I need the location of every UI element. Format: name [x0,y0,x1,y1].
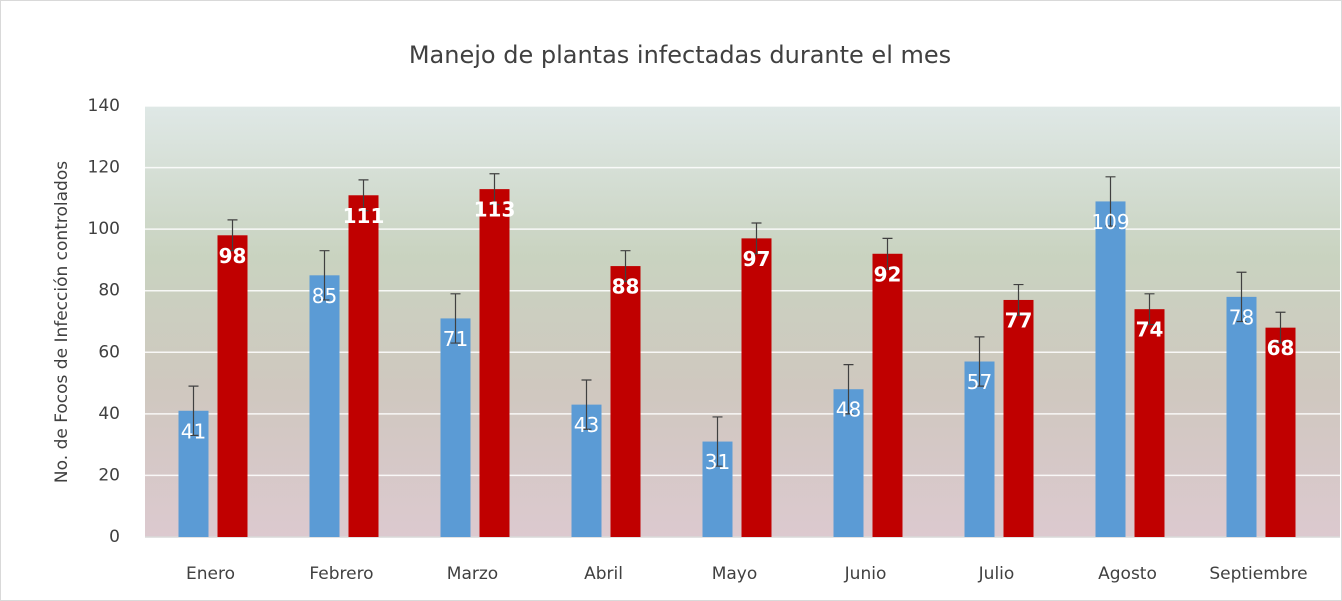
bar [309,275,340,537]
y-tick-label: 140 [88,96,120,116]
data-label: 92 [874,262,902,286]
x-tick-label: Enero [186,564,235,584]
bar [1134,309,1165,537]
y-tick-label: 20 [98,465,120,485]
data-label: 113 [474,198,516,222]
bar [1095,201,1126,537]
x-tick-label: Febrero [309,564,373,584]
bar [1226,296,1257,537]
error-bar [319,250,330,301]
error-bar [1275,311,1286,344]
error-bar [751,222,762,255]
error-bar [450,293,461,344]
y-tick-label: 60 [98,342,120,362]
bar [741,238,772,537]
x-tick-label: Marzo [447,564,498,584]
error-bar [358,179,369,212]
data-label: 57 [967,370,992,394]
bar [964,361,995,537]
x-tick-label: Junio [844,564,887,584]
bar [440,318,471,537]
bar [217,235,248,538]
data-label: 111 [343,204,385,228]
error-bar [188,385,199,437]
error-bar [227,219,238,252]
bar [610,266,641,537]
x-tick-label: Julio [978,564,1015,584]
y-tick-label: 120 [88,158,120,178]
bar [872,253,903,537]
data-label: 88 [612,275,640,299]
bar [1265,327,1296,537]
y-tick-label: 0 [109,527,120,547]
error-bar [843,364,854,415]
error-bar [1236,271,1247,323]
x-tick-label: Septiembre [1209,564,1307,584]
bar [1003,299,1034,537]
y-axis-label: No. de Focos de Infección controlados [52,161,72,483]
data-label: 85 [312,284,337,308]
data-label: 48 [836,398,861,422]
data-label: 78 [1229,305,1254,329]
error-bar [1105,176,1116,227]
chart-title: Manejo de plantas infectadas durante el … [409,41,951,69]
x-tick-label: Abril [584,564,623,584]
bar [479,189,510,537]
y-tick-label: 40 [98,404,120,424]
error-bar [581,379,592,430]
error-bar [1013,283,1024,316]
data-label: 77 [1005,308,1033,332]
data-label: 97 [743,247,771,271]
x-tick-label: Agosto [1098,564,1157,584]
data-label: 31 [705,450,730,474]
data-label: 43 [574,413,599,437]
data-label: 68 [1267,336,1295,360]
error-bar [489,173,500,206]
error-bar [974,336,985,387]
error-bar [620,250,631,283]
y-tick-label: 80 [98,281,120,301]
bar [348,195,379,537]
error-bar [712,416,723,467]
data-label: 74 [1136,318,1164,342]
error-bar [882,237,893,270]
data-label: 98 [219,244,247,268]
y-tick-label: 100 [88,219,120,239]
error-bar [1144,293,1155,326]
x-tick-label: Mayo [712,564,758,584]
data-label: 109 [1091,210,1129,234]
data-label: 71 [443,327,468,351]
data-label: 41 [181,419,206,443]
